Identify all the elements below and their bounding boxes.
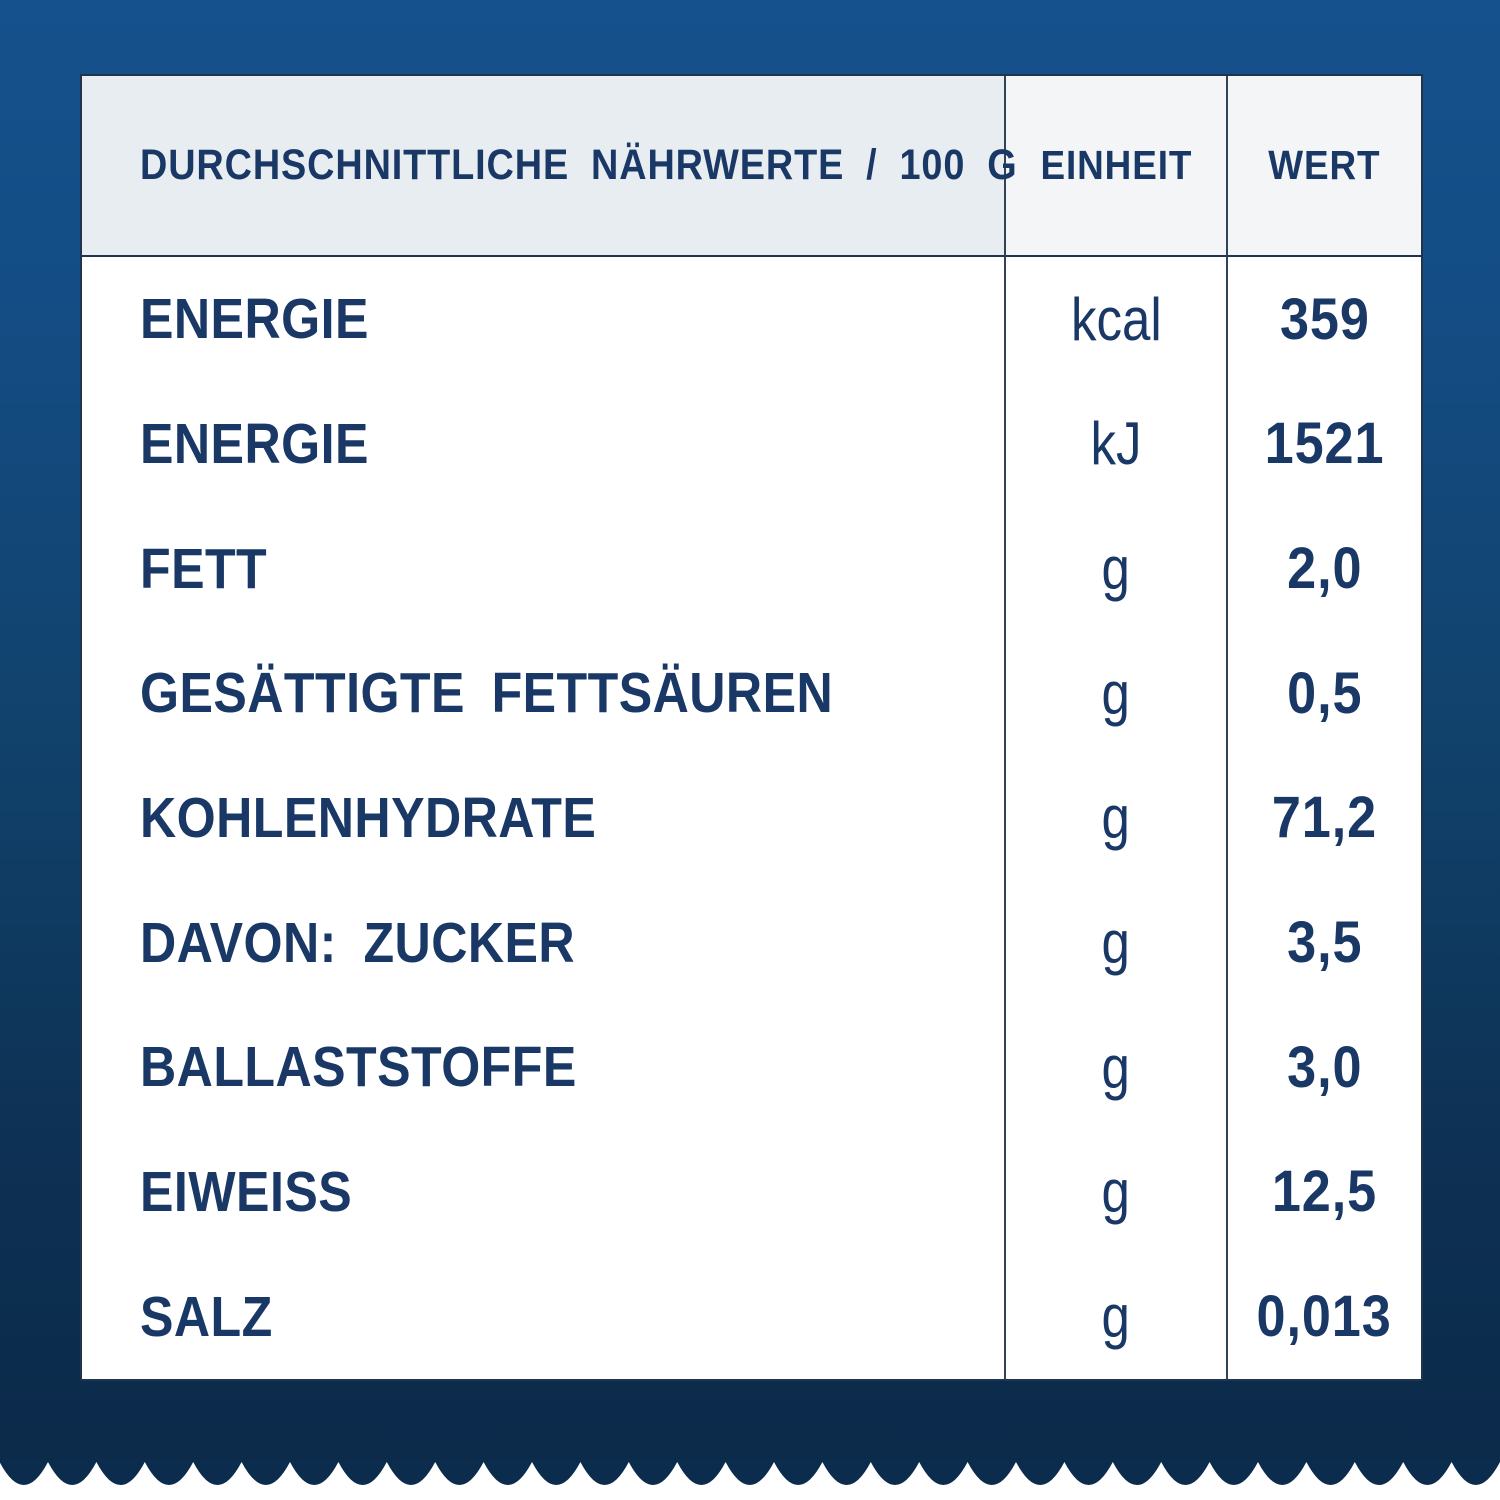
value-text: 12,5 [1271,1159,1378,1225]
table-row-energie-kj-unit: kJ [1006,381,1228,507]
row-label: EIWEISS [140,1159,353,1224]
value-text: 71,2 [1271,785,1378,851]
table-row-fett-label: FETT [82,506,1006,631]
table-row-ballaststoffe-value: 3,0 [1228,1005,1421,1130]
header-label: DURCHSCHNITTLICHE NÄHRWERTE / 100 G [140,141,1018,189]
row-label: GESÄTTIGTE FETTSÄUREN [140,661,834,726]
table-row-gesaettigte-unit: g [1006,630,1228,756]
table-row-energie-kcal-unit: kcal [1006,257,1228,382]
table-row-fett-value: 2,0 [1228,506,1421,631]
unit-text: g [1101,1033,1131,1101]
value-text: 3,5 [1286,910,1363,976]
header-unit-label: EINHEIT [1040,142,1192,188]
value-text: 1521 [1264,411,1385,477]
table-row-energie-kj-value: 1521 [1228,382,1421,507]
value-text: 2,0 [1286,536,1363,602]
unit-text: kcal [1070,285,1162,353]
value-text: 0,5 [1286,660,1363,726]
table-row-zucker-unit: g [1006,880,1228,1005]
table-row-eiweiss-value: 12,5 [1228,1130,1421,1255]
header-value-label: WERT [1268,142,1381,188]
row-label: FETT [140,536,268,601]
unit-text: g [1101,535,1131,603]
table-row-salz-unit: g [1006,1254,1228,1379]
table-row-ballaststoffe-label: BALLASTSTOFFE [82,1004,1006,1130]
value-text: 0,013 [1256,1284,1393,1350]
value-text: 3,0 [1286,1034,1363,1100]
unit-text: kJ [1090,410,1142,478]
unit-text: g [1101,909,1131,977]
table-row-energie-kcal-label: ENERGIE [82,257,1006,382]
table-row-zucker-value: 3,5 [1228,880,1421,1005]
table-row-gesaettigte-value: 0,5 [1228,631,1421,756]
table-row-salz-label: SALZ [82,1254,1006,1379]
table-row-zucker-label: DAVON: ZUCKER [82,880,1006,1005]
row-label: KOHLENHYDRATE [140,785,597,850]
table-row-kohlenhydrate-unit: g [1006,755,1228,881]
row-label: ENERGIE [140,411,369,476]
unit-text: g [1101,784,1131,852]
scalloped-edge [0,1459,1500,1485]
table-row-salz-value: 0,013 [1228,1254,1421,1379]
table-row-eiweiss-label: EIWEISS [82,1129,1006,1255]
table-row-energie-kj-label: ENERGIE [82,381,1006,507]
row-label: ENERGIE [140,287,369,352]
table-row-eiweiss-unit: g [1006,1129,1228,1255]
row-label: BALLASTSTOFFE [140,1035,577,1100]
header-cell-unit: EINHEIT [1006,76,1228,257]
header-cell-value: WERT [1228,76,1421,257]
table-row-kohlenhydrate-label: KOHLENHYDRATE [82,755,1006,881]
unit-text: g [1101,659,1131,727]
table-row-fett-unit: g [1006,506,1228,631]
nutrition-table: DURCHSCHNITTLICHE NÄHRWERTE / 100 G EINH… [80,74,1423,1381]
table-row-energie-kcal-value: 359 [1228,257,1421,382]
table-row-kohlenhydrate-value: 71,2 [1228,756,1421,881]
table-row-ballaststoffe-unit: g [1006,1004,1228,1130]
row-label: DAVON: ZUCKER [140,910,576,975]
row-label: SALZ [140,1284,273,1349]
table-row-gesaettigte-label: GESÄTTIGTE FETTSÄUREN [82,630,1006,756]
unit-text: g [1101,1158,1131,1226]
header-cell-nutrients: DURCHSCHNITTLICHE NÄHRWERTE / 100 G [82,76,1017,257]
unit-text: g [1101,1283,1131,1351]
value-text: 359 [1279,286,1370,352]
